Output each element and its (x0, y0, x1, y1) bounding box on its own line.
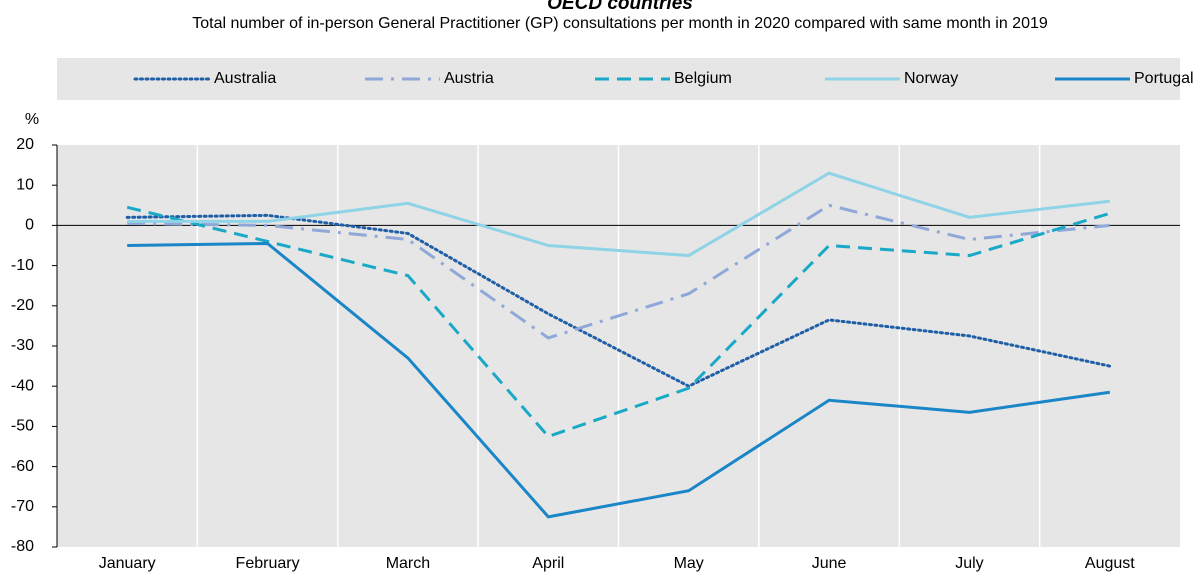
x-tick-label: April (532, 555, 564, 572)
y-tick-label: -60 (11, 458, 34, 475)
y-tick-label: 10 (16, 176, 34, 193)
y-tick-label: -30 (11, 337, 34, 354)
y-tick-label: -70 (11, 498, 34, 515)
legend-label: Norway (904, 70, 958, 87)
y-axis-label: % (25, 111, 39, 128)
legend-label: Portugal (1134, 70, 1194, 87)
x-tick-label: March (386, 555, 430, 572)
y-tick-label: 20 (16, 136, 34, 153)
x-tick-label: August (1085, 555, 1135, 572)
legend-label: Belgium (674, 70, 732, 87)
x-tick-label: June (812, 555, 847, 572)
x-tick-label: May (674, 555, 704, 572)
y-tick-label: -80 (11, 538, 34, 555)
series-line (127, 171, 1110, 258)
x-tick-label: February (236, 555, 300, 572)
series-line (126, 205, 1111, 439)
y-tick-label: -50 (11, 418, 34, 435)
x-tick-label: January (99, 555, 156, 572)
chart-subtitle: Total number of in-person General Practi… (192, 15, 1048, 32)
y-tick-label: 0 (25, 217, 34, 234)
y-tick-label: -20 (11, 297, 34, 314)
y-tick-label: -10 (11, 257, 34, 274)
chart-title: OECD countries (547, 0, 693, 14)
y-tick-label: -40 (11, 377, 34, 394)
series-line (127, 203, 1110, 340)
legend-label: Austria (444, 70, 494, 87)
legend-label: Australia (214, 70, 276, 87)
x-tick-label: July (955, 555, 983, 572)
series-line (127, 241, 1111, 519)
